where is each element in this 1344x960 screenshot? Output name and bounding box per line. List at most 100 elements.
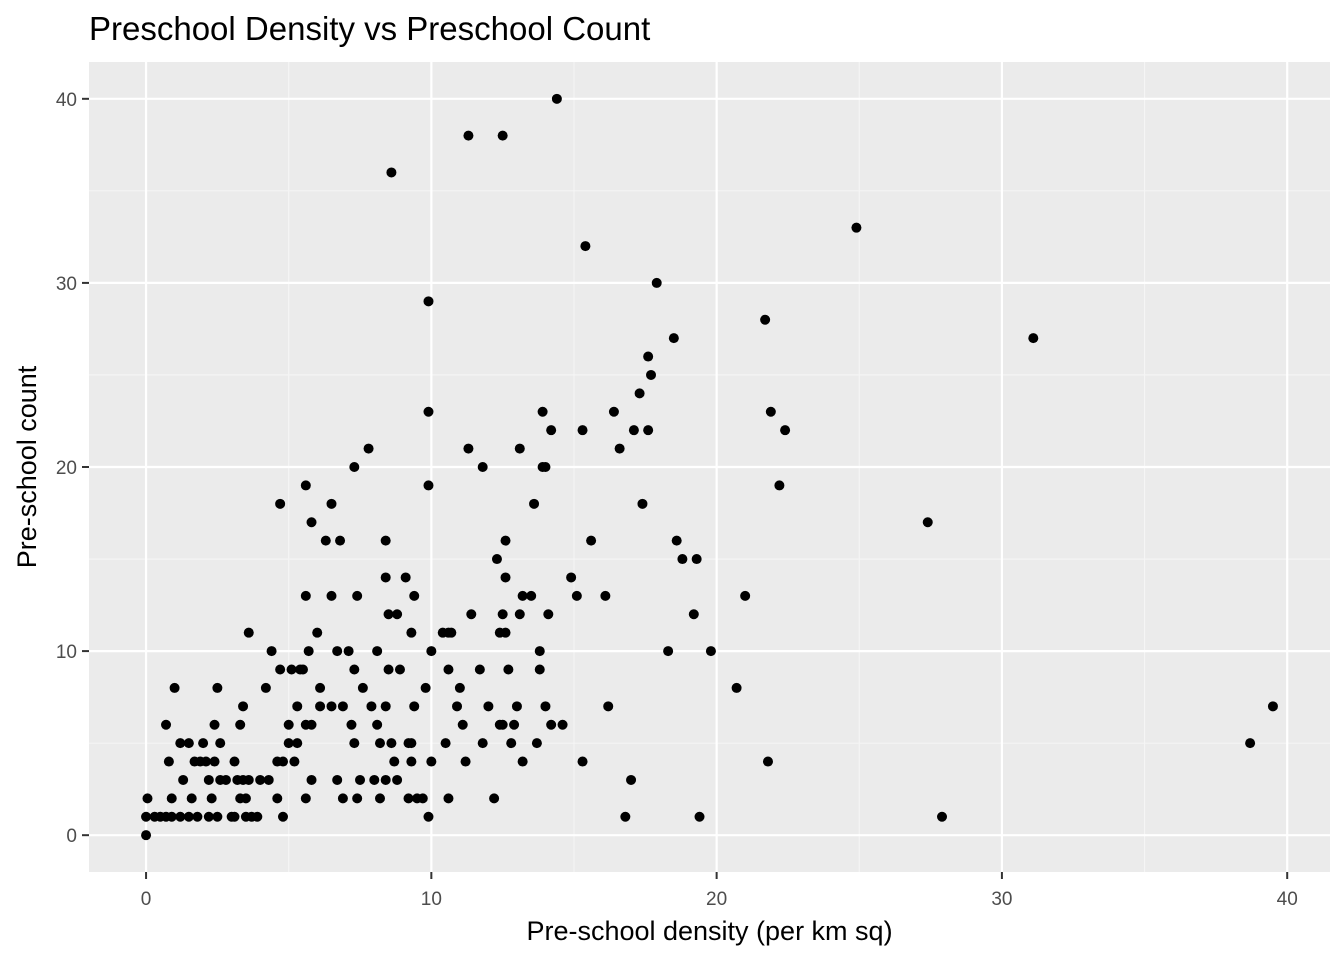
data-point xyxy=(774,480,785,491)
data-point xyxy=(577,756,588,767)
data-point xyxy=(275,664,286,675)
data-point xyxy=(255,774,266,785)
data-point xyxy=(403,793,414,804)
data-point xyxy=(326,701,337,712)
data-point xyxy=(175,738,186,749)
data-point xyxy=(694,811,705,822)
data-point xyxy=(300,480,311,491)
data-point xyxy=(183,811,194,822)
data-point xyxy=(571,590,582,601)
data-point xyxy=(937,811,948,822)
data-point xyxy=(392,774,403,785)
data-point xyxy=(514,609,525,620)
data-point xyxy=(551,93,562,104)
data-point xyxy=(409,701,420,712)
data-point xyxy=(326,590,337,601)
data-point xyxy=(141,830,152,841)
data-point xyxy=(283,719,294,730)
data-point xyxy=(286,664,297,675)
data-point xyxy=(212,682,223,693)
data-point xyxy=(454,682,465,693)
data-point xyxy=(534,646,545,657)
data-point xyxy=(229,811,240,822)
data-point xyxy=(452,701,463,712)
data-point xyxy=(457,719,468,730)
data-point xyxy=(363,443,374,454)
data-point xyxy=(474,664,485,675)
data-point xyxy=(740,590,751,601)
data-point xyxy=(186,793,197,804)
data-point xyxy=(546,425,557,436)
data-point xyxy=(477,738,488,749)
data-point xyxy=(529,498,540,509)
data-point xyxy=(380,572,391,583)
data-point xyxy=(326,498,337,509)
data-point xyxy=(497,609,508,620)
data-point xyxy=(346,719,357,730)
data-point xyxy=(292,738,303,749)
data-point xyxy=(203,774,214,785)
data-point xyxy=(175,811,186,822)
data-point xyxy=(303,646,314,657)
x-tick-label: 40 xyxy=(1277,889,1298,910)
data-point xyxy=(315,682,326,693)
data-point xyxy=(586,535,597,546)
data-points xyxy=(141,93,1278,841)
data-point xyxy=(372,719,383,730)
data-point xyxy=(320,535,331,546)
data-point xyxy=(497,719,508,730)
data-point xyxy=(380,535,391,546)
data-point xyxy=(315,701,326,712)
data-point xyxy=(514,443,525,454)
data-point xyxy=(229,756,240,767)
data-point xyxy=(603,701,614,712)
data-point xyxy=(220,774,231,785)
data-point xyxy=(400,572,411,583)
data-point xyxy=(409,590,420,601)
data-point xyxy=(349,738,360,749)
data-point xyxy=(372,646,383,657)
data-point xyxy=(420,682,431,693)
data-point xyxy=(534,664,545,675)
data-point xyxy=(557,719,568,730)
data-point xyxy=(511,701,522,712)
data-point xyxy=(443,793,454,804)
data-point xyxy=(306,719,317,730)
data-point xyxy=(614,443,625,454)
data-point xyxy=(580,241,591,252)
x-tick-label: 30 xyxy=(991,889,1012,910)
data-point xyxy=(460,756,471,767)
data-point xyxy=(349,664,360,675)
y-tick-label: 20 xyxy=(56,458,77,479)
data-point xyxy=(540,462,551,472)
data-point xyxy=(417,793,428,804)
data-point xyxy=(275,498,286,509)
data-point xyxy=(212,811,223,822)
data-point xyxy=(506,738,517,749)
data-point xyxy=(349,462,360,472)
data-point xyxy=(198,738,209,749)
data-point xyxy=(497,130,508,141)
data-point xyxy=(677,554,688,565)
data-point xyxy=(637,498,648,509)
data-point xyxy=(608,406,619,417)
data-point xyxy=(668,333,679,344)
data-point xyxy=(634,388,645,399)
x-tick-label: 10 xyxy=(421,889,442,910)
data-point xyxy=(283,738,294,749)
data-point xyxy=(540,701,551,712)
data-point xyxy=(491,554,502,565)
data-point xyxy=(526,590,537,601)
data-point xyxy=(651,277,662,288)
data-point xyxy=(300,793,311,804)
data-point xyxy=(252,811,263,822)
data-point xyxy=(463,130,474,141)
data-point xyxy=(235,719,246,730)
data-point xyxy=(1028,333,1039,344)
data-point xyxy=(517,590,528,601)
data-point xyxy=(546,719,557,730)
data-point xyxy=(500,627,511,638)
data-point xyxy=(337,793,348,804)
data-point xyxy=(380,774,391,785)
